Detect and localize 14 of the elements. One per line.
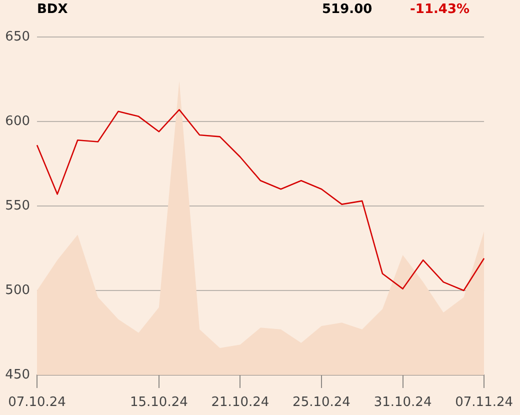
x-tick-label: 15.10.24: [130, 395, 188, 410]
x-tick-label: 21.10.24: [211, 395, 270, 410]
x-tick-label: 31.10.24: [374, 395, 432, 410]
chart-title: BDX: [37, 1, 68, 19]
y-tick-label: 600: [5, 114, 30, 129]
text: 519.00: [322, 1, 372, 19]
y-tick-label: 450: [5, 367, 30, 382]
y-tick-label: 550: [5, 198, 30, 214]
x-tick-label: 07.10.24: [8, 395, 66, 410]
x-tick-label: 25.10.24: [292, 395, 350, 410]
text: -11.43%: [410, 1, 470, 19]
x-tick-label: 07.11.24: [455, 395, 513, 410]
y-tick-label: 500: [5, 282, 30, 298]
y-tick-label: 650: [5, 29, 30, 44]
